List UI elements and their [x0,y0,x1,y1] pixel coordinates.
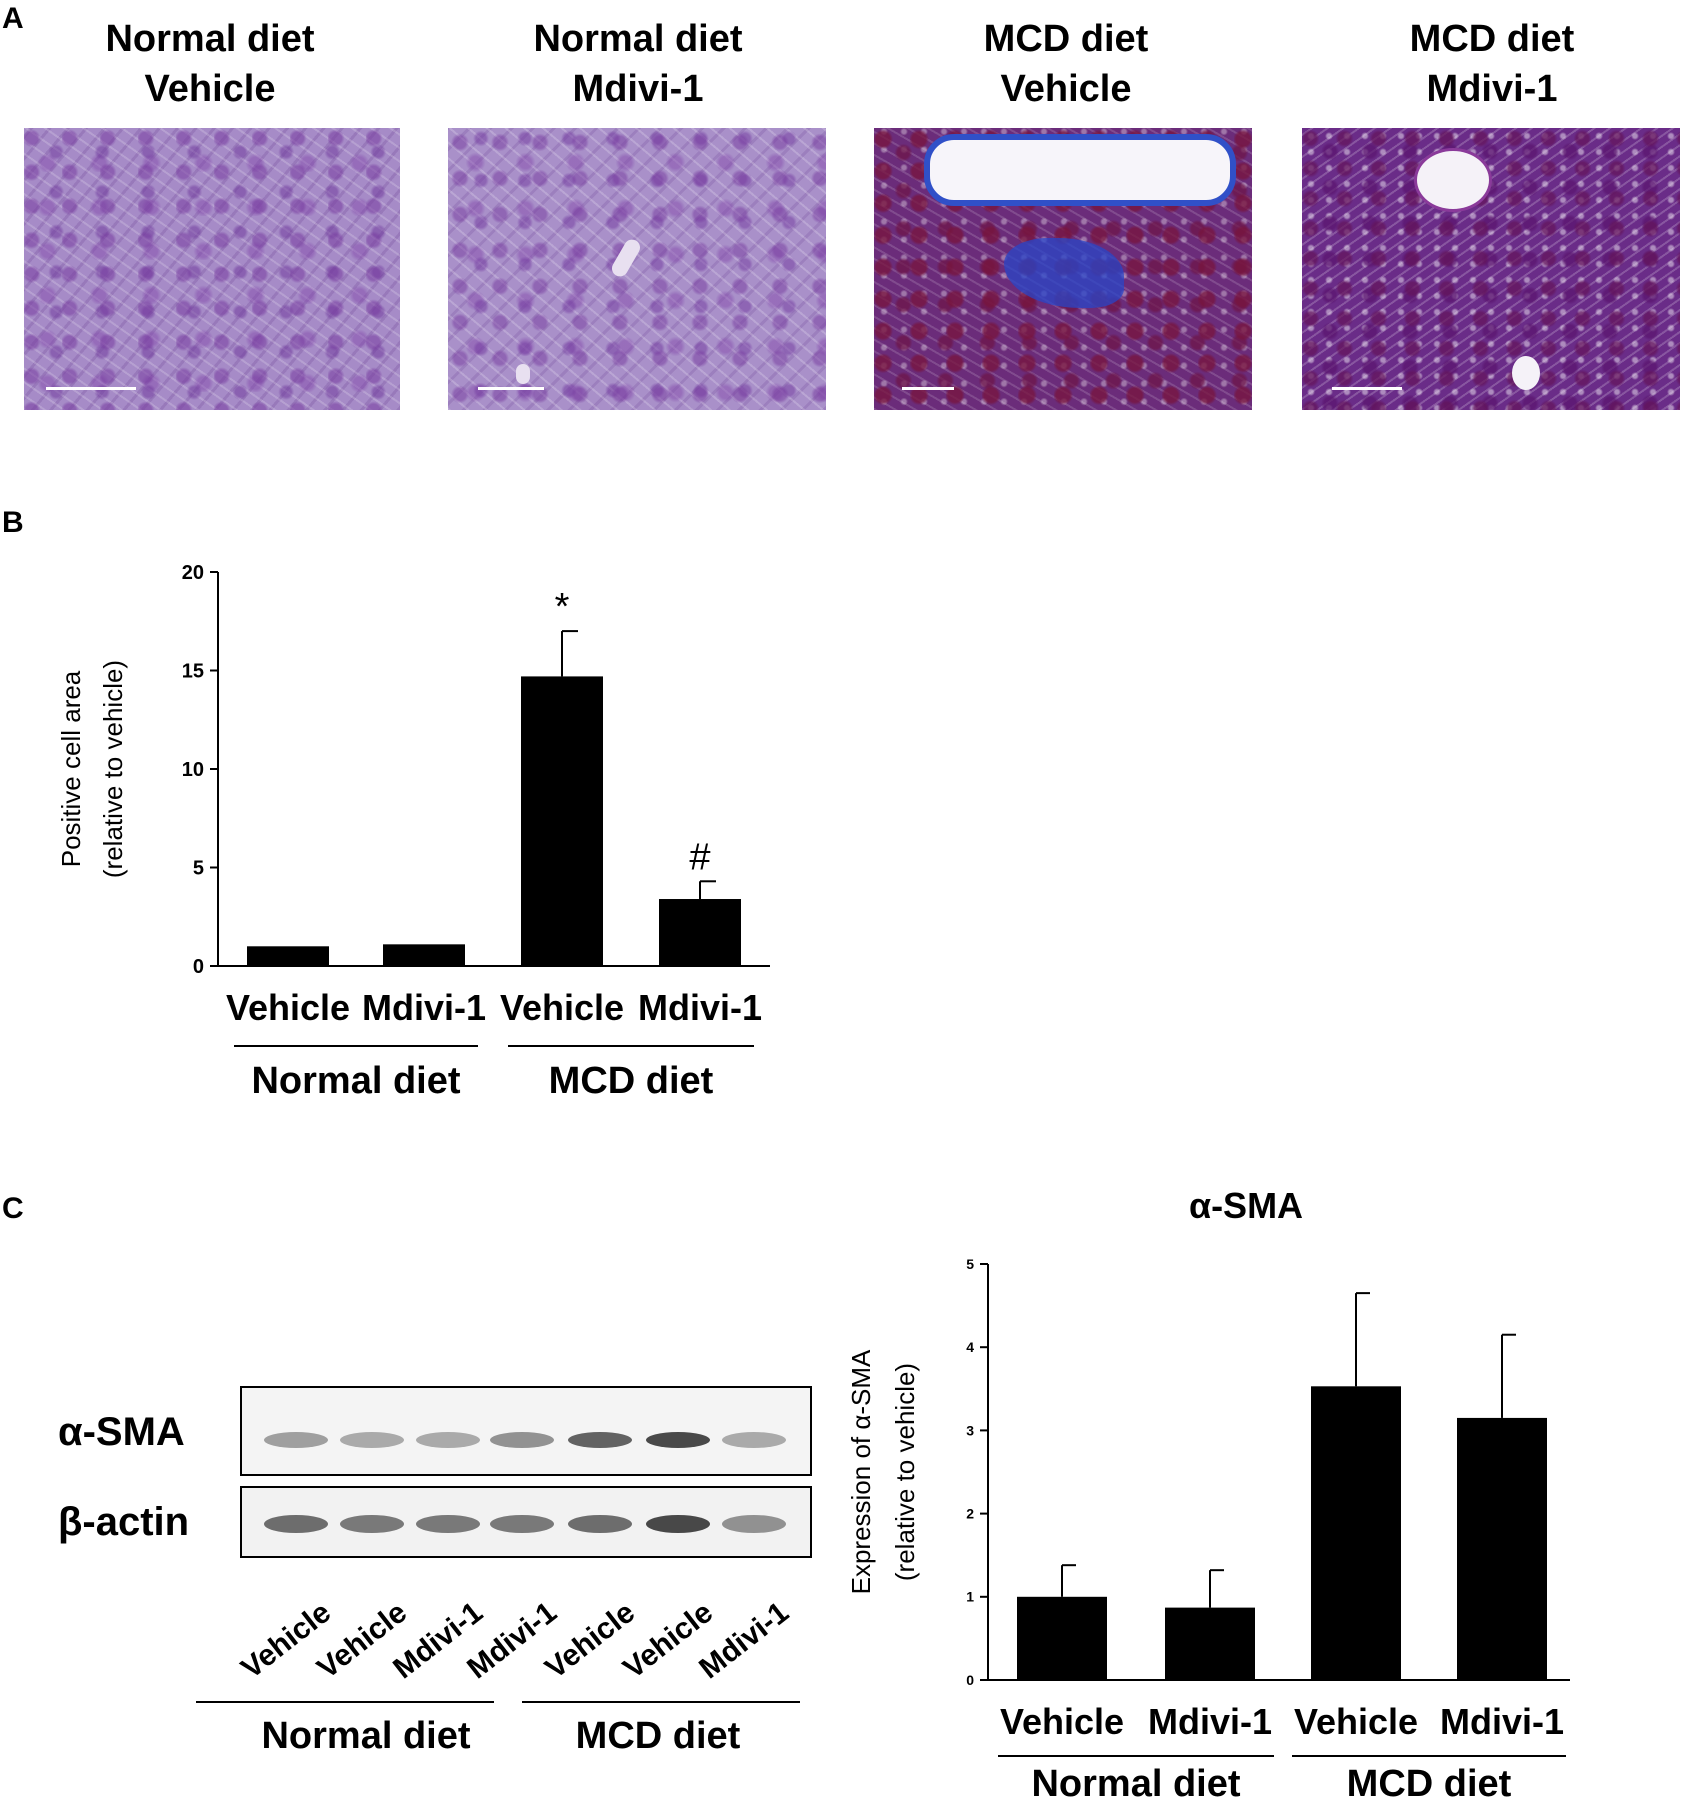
panel-letter-a: A [2,2,24,35]
blot-row-label-2: β-actin [58,1500,190,1544]
band-alpha-sma-5 [646,1432,710,1448]
band-alpha-sma-2 [416,1432,480,1448]
band-beta-actin-5 [646,1515,710,1533]
micrograph-title-4-line2: Mdivi-1 [1426,68,1558,110]
y-tick-label-3: 15 [182,661,204,683]
micrograph-normal-vehicle [24,128,400,410]
y-tick-label-1: 1 [966,1589,974,1605]
category-label-1: Mdivi-1 [362,987,486,1028]
bar-2 [1311,1386,1401,1680]
micrograph-title-4: MCD diet Mdivi-1 [1302,14,1682,114]
blot-row-label-1: α-SMA [58,1410,185,1454]
y-axis-label-line2: (relative to vehicle) [98,660,128,878]
band-beta-actin-3 [490,1515,554,1533]
micrograph-title-1: Normal diet Vehicle [20,14,400,114]
band-alpha-sma-6 [722,1432,786,1448]
band-beta-actin-0 [264,1515,328,1533]
y-tick-label-4: 20 [182,562,204,584]
y-tick-label-2: 2 [966,1506,974,1522]
band-beta-actin-6 [722,1515,786,1533]
category-label-3: Mdivi-1 [638,987,762,1028]
panel-letter-c: C [2,1192,24,1225]
bar-2 [521,676,603,966]
group-label-1: MCD diet [1347,1763,1512,1800]
y-tick-label-5: 5 [966,1256,974,1272]
y-tick-label-0: 0 [966,1672,974,1688]
y-axis-label-line2: (relative to vehicle) [890,1363,920,1581]
y-axis-label-line1: Positive cell area [56,670,86,867]
chart-title: α-SMA [1189,1185,1303,1226]
band-beta-actin-1 [340,1515,404,1533]
band-beta-actin-2 [416,1515,480,1533]
y-tick-label-4: 4 [966,1339,974,1355]
significance-mark-2: * [555,586,570,628]
micrograph-title-1-line1: Normal diet [105,18,315,60]
band-alpha-sma-1 [340,1432,404,1448]
group-label-0: Normal diet [251,1060,460,1102]
y-axis-label-line1: Expression of α-SMA [846,1349,876,1594]
micrograph-title-3-line2: Vehicle [1000,68,1132,110]
category-label-2: Vehicle [1294,1701,1418,1742]
bar-3 [659,899,741,966]
category-label-0: Vehicle [1000,1701,1124,1742]
category-label-3: Mdivi-1 [1440,1701,1564,1742]
micrograph-title-2-line2: Mdivi-1 [572,68,704,110]
significance-mark-3: # [689,836,710,878]
bar-0 [1017,1596,1107,1680]
category-label-0: Vehicle [226,987,350,1028]
blot-group-label-1: MCD diet [576,1715,741,1757]
y-tick-label-2: 10 [182,759,204,781]
group-label-1: MCD diet [549,1060,714,1102]
y-tick-label-3: 3 [966,1422,974,1438]
y-tick-label-1: 5 [193,858,204,880]
micrograph-title-3: MCD diet Vehicle [876,14,1256,114]
band-beta-actin-4 [568,1515,632,1533]
bar-0 [247,946,329,966]
blot-panel-alpha-sma [240,1386,812,1476]
group-label-0: Normal diet [1031,1763,1240,1800]
panel-letter-b: B [2,506,24,539]
category-label-1: Mdivi-1 [1148,1701,1272,1742]
y-tick-label-0: 0 [193,956,204,978]
micrograph-mcd-mdivi [1302,128,1680,410]
category-label-2: Vehicle [500,987,624,1028]
band-alpha-sma-0 [264,1432,328,1448]
micrograph-normal-mdivi [448,128,826,410]
micrograph-title-3-line1: MCD diet [983,18,1149,60]
micrograph-title-2: Normal diet Mdivi-1 [448,14,828,114]
bar-1 [1165,1607,1255,1680]
blot-group-label-0: Normal diet [261,1715,470,1757]
band-alpha-sma-3 [490,1432,554,1448]
micrograph-title-2-line1: Normal diet [533,18,743,60]
micrograph-title-4-line1: MCD diet [1409,18,1575,60]
bar-3 [1457,1417,1547,1680]
bar-1 [383,944,465,966]
band-alpha-sma-4 [568,1432,632,1448]
micrograph-mcd-vehicle [874,128,1252,410]
micrograph-title-1-line2: Vehicle [144,68,276,110]
